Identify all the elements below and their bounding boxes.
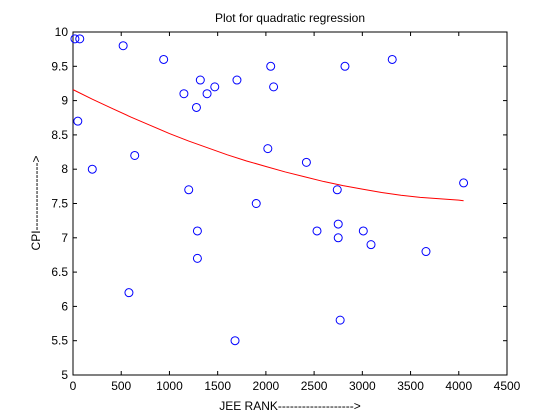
plot-content: 0 500 1000 1500 2000 2500 3000 3500 4000 4500 5 5.5… bbox=[51, 25, 520, 393]
scatter-point bbox=[195, 75, 205, 85]
scatter-point bbox=[312, 226, 322, 236]
scatter-point bbox=[251, 199, 261, 208]
x-tick-label: 1000 bbox=[156, 379, 183, 393]
y-tick-label: 8.5 bbox=[51, 128, 68, 142]
scatter-point bbox=[75, 34, 85, 44]
scatter-point bbox=[124, 288, 134, 298]
x-tick-label: 4000 bbox=[445, 379, 472, 393]
scatter-point bbox=[70, 34, 80, 44]
scatter-point bbox=[332, 185, 342, 195]
scatter-point bbox=[184, 185, 194, 195]
scatter-point bbox=[333, 219, 343, 229]
y-tick-label: 7.5 bbox=[51, 197, 68, 211]
scatter-point bbox=[192, 226, 202, 236]
x-tick-label: 0 bbox=[70, 379, 77, 393]
plot-area bbox=[72, 31, 508, 376]
y-tick-label: 9 bbox=[61, 94, 68, 108]
x-tick-label: 500 bbox=[111, 379, 131, 393]
y-tick-label: 6 bbox=[61, 299, 68, 313]
scatter-point bbox=[73, 116, 83, 126]
scatter-point bbox=[130, 150, 140, 160]
x-tick-label: 3000 bbox=[349, 379, 376, 393]
scatter-point bbox=[230, 336, 240, 346]
scatter-point bbox=[301, 157, 311, 167]
scatter-point bbox=[179, 89, 189, 99]
x-tick-label: 1500 bbox=[204, 379, 231, 393]
chart-title: Plot for quadratic regression bbox=[215, 11, 365, 25]
scatter-point bbox=[232, 75, 242, 85]
x-axis-label: JEE RANK-------------------> bbox=[219, 399, 361, 413]
y-tick-label: 7 bbox=[61, 231, 68, 245]
scatter-point bbox=[421, 247, 431, 257]
y-tick-label: 5 bbox=[61, 368, 68, 382]
scatter-point bbox=[358, 226, 368, 236]
scatter-point bbox=[87, 164, 97, 174]
y-tick-label: 10 bbox=[55, 25, 69, 39]
scatter-point bbox=[191, 102, 201, 112]
scatter-point bbox=[387, 54, 397, 64]
scatter-point bbox=[210, 82, 220, 92]
x-tick-label: 3500 bbox=[397, 379, 424, 393]
x-tick-label: 4500 bbox=[494, 379, 521, 393]
y-tick-label: 9.5 bbox=[51, 59, 68, 73]
scatter-point bbox=[159, 54, 169, 64]
scatter-point bbox=[340, 61, 350, 71]
y-axis-label: CPI-----------------> bbox=[29, 156, 43, 251]
y-tick-label: 6.5 bbox=[51, 265, 68, 279]
scatter-point bbox=[202, 89, 212, 99]
scatter-point bbox=[192, 253, 202, 263]
scatter-point bbox=[269, 82, 279, 92]
scatter-point bbox=[333, 233, 343, 243]
x-tick-label: 2000 bbox=[253, 379, 280, 393]
scatter-point bbox=[335, 315, 345, 325]
x-tick-label: 2500 bbox=[301, 379, 328, 393]
scatter-point bbox=[459, 178, 469, 188]
quadratic-fit-line bbox=[72, 89, 464, 202]
y-tick-label: 8 bbox=[61, 162, 68, 176]
scatter-point bbox=[366, 240, 376, 250]
scatter-point bbox=[118, 41, 128, 51]
y-tick-label: 5.5 bbox=[51, 334, 68, 348]
scatter-point bbox=[266, 61, 276, 71]
scatter-point bbox=[263, 144, 273, 154]
